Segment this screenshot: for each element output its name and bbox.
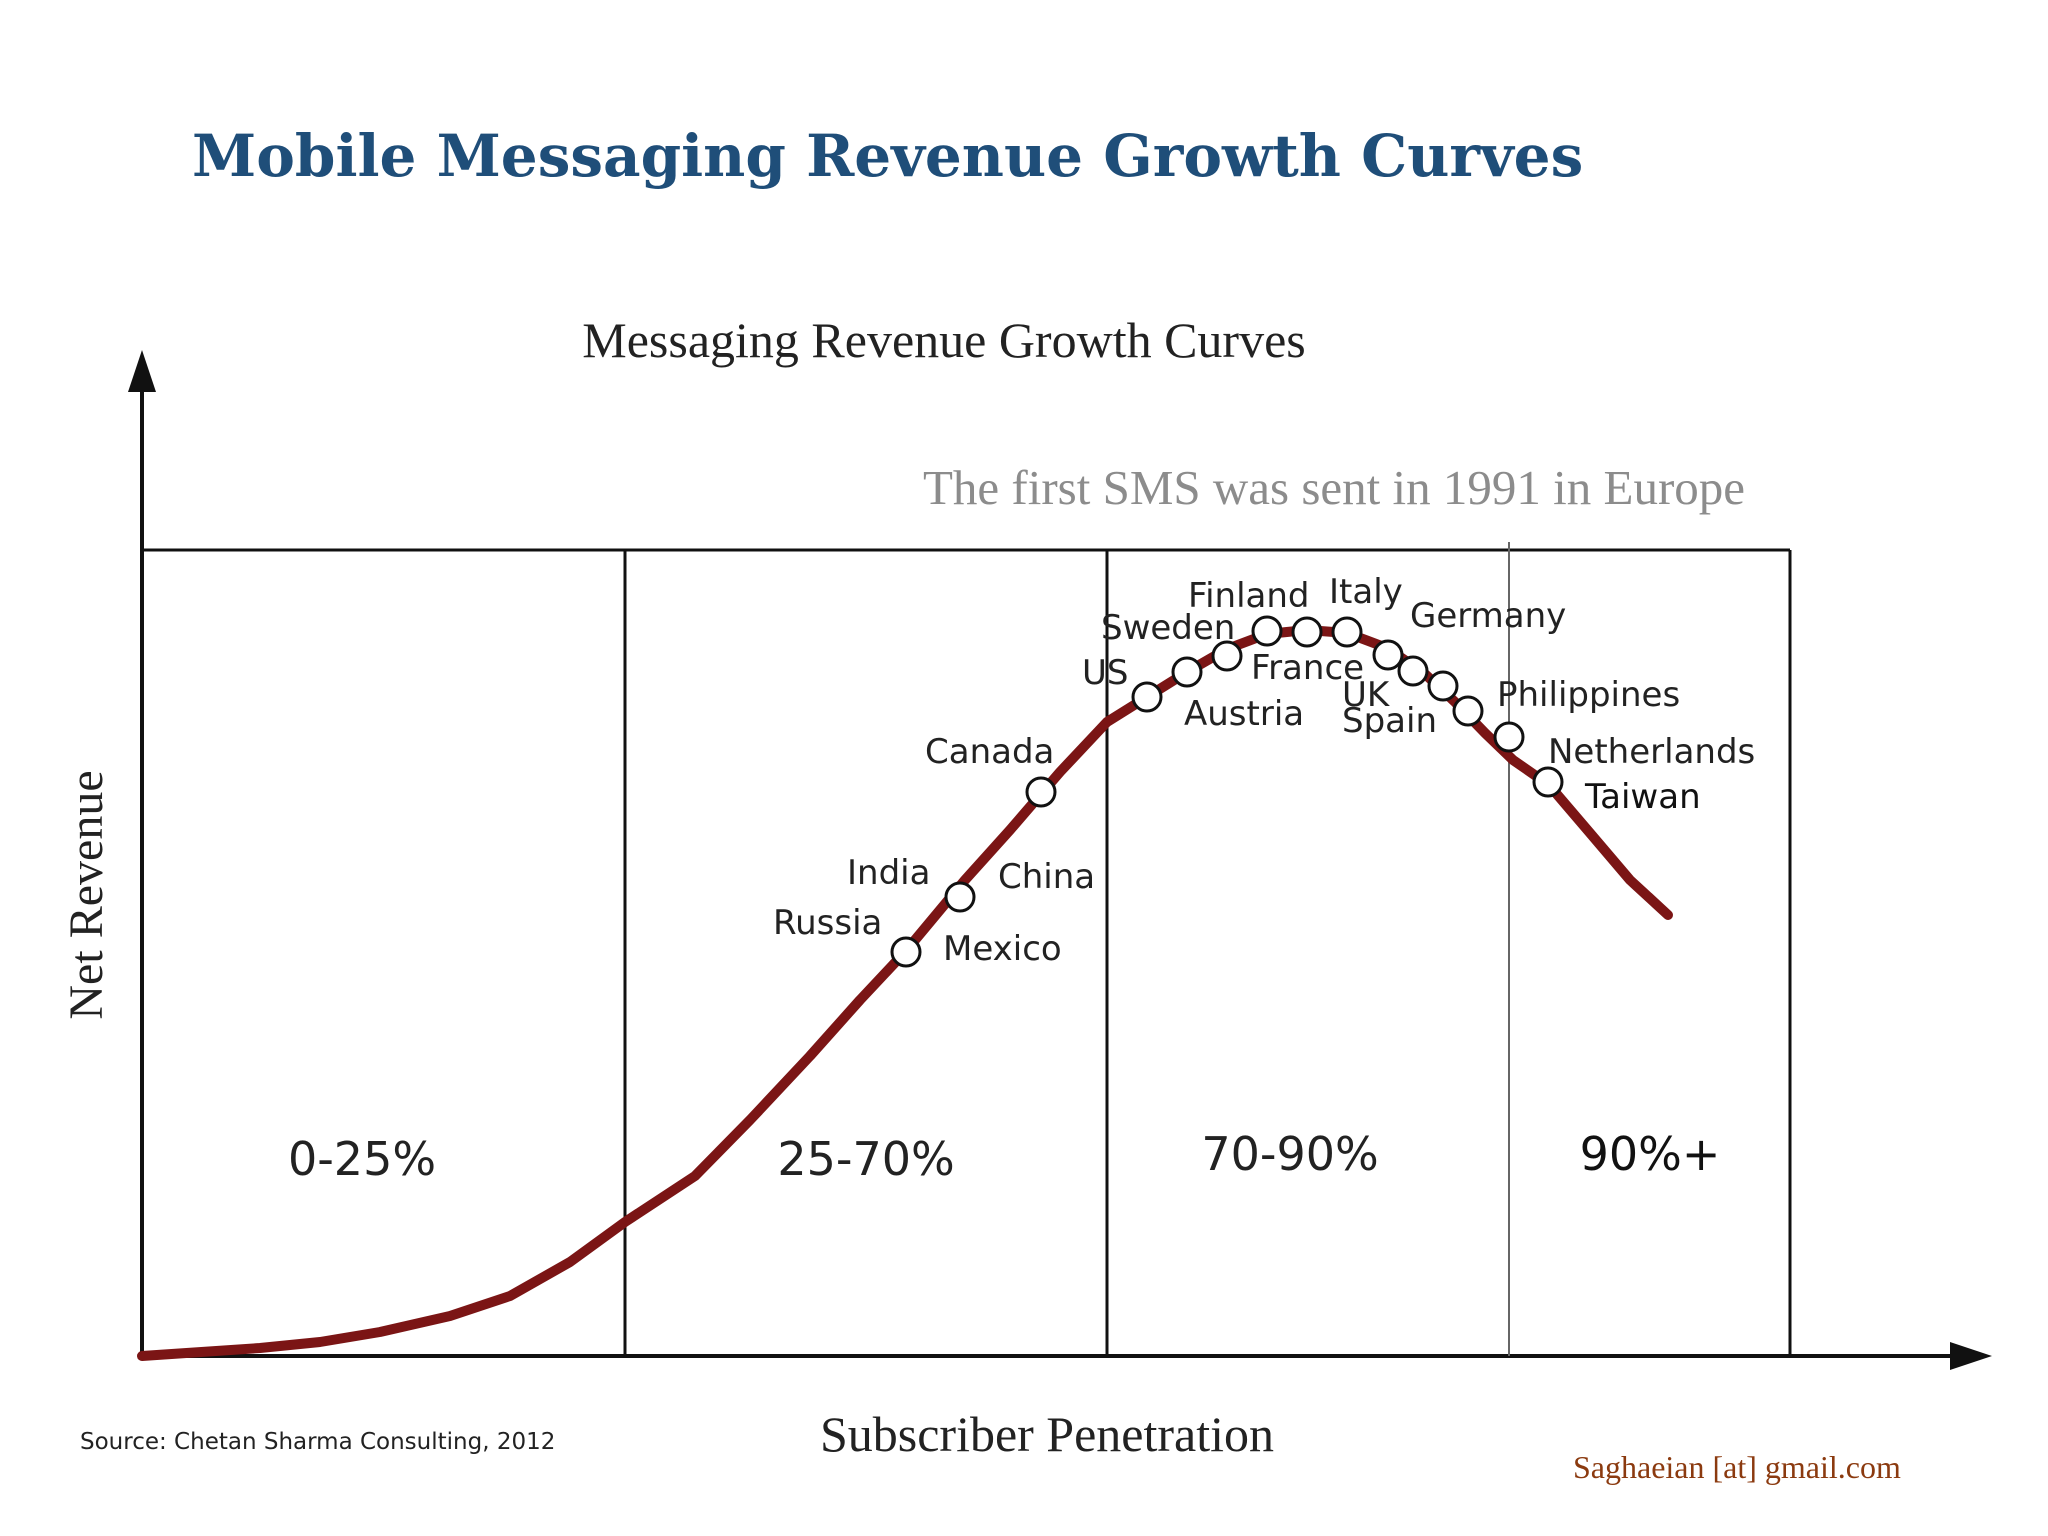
y-axis-arrow [128,350,156,392]
credit-text: Saghaeian [at] gmail.com [1573,1449,1901,1485]
marker-canada [1025,776,1057,808]
label-taiwan: Taiwan [1584,777,1701,817]
y-axis-label: Net Revenue [60,770,113,1019]
zone-label-4: 90%+ [1580,1127,1721,1181]
diagram-title: Messaging Revenue Growth Curves [582,312,1306,368]
label-italy: Italy [1329,572,1403,612]
marker-philippines [1452,695,1484,727]
label-philippines: Philippines [1497,675,1680,715]
marker-taiwan [1532,766,1564,798]
marker-spain [1427,670,1459,702]
marker-italy [1331,616,1363,648]
marker-austria [1211,640,1243,672]
label-netherlands: Netherlands [1548,732,1755,772]
label-russia: Russia [773,903,882,943]
label-us: US [1082,653,1128,693]
growth-curve [137,625,1673,1361]
zone-label-2: 25-70% [777,1132,954,1186]
x-axis-arrow [1950,1342,1992,1370]
label-finland: Finland [1188,576,1310,616]
label-canada: Canada [925,732,1054,772]
label-austria: Austria [1184,694,1304,734]
marker-us [1131,681,1163,713]
zone-label-3: 70-90% [1201,1127,1378,1181]
marker-uk [1397,655,1429,687]
x-axis-label: Subscriber Penetration [820,1406,1274,1462]
marker-sweden [1171,656,1203,688]
marker-france [1291,616,1323,648]
marker-india-china [944,881,976,913]
slide-title: Mobile Messaging Revenue Growth Curves [192,122,1584,190]
marker-netherlands [1493,721,1525,753]
label-china: China [998,857,1095,897]
label-spain: Spain [1342,701,1437,741]
marker-germany [1372,639,1404,671]
marker-finland [1251,615,1283,647]
marker-russia-mexico [890,936,922,968]
label-france: France [1251,648,1364,688]
label-uk: UK [1342,675,1391,715]
diagram-note: The first SMS was sent in 1991 in Europe [923,460,1745,515]
zone-label-1: 0-25% [288,1132,436,1186]
label-germany: Germany [1410,596,1566,636]
label-sweden: Sweden [1101,608,1235,648]
source-note: Source: Chetan Sharma Consulting, 2012 [80,1429,555,1455]
label-mexico: Mexico [943,929,1062,969]
label-india: India [847,853,930,893]
